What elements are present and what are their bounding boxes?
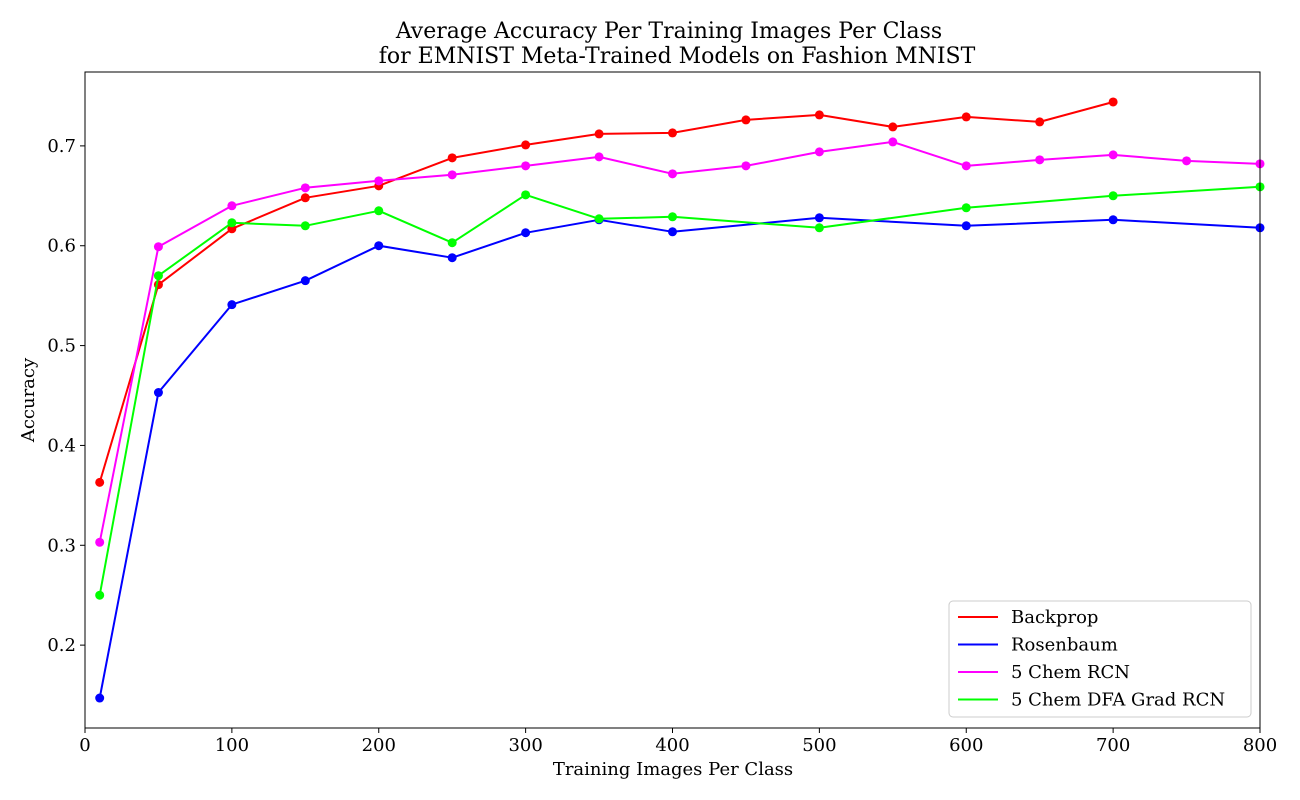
data-point — [227, 300, 237, 310]
data-point — [814, 147, 824, 157]
data-point — [814, 223, 824, 233]
data-point — [300, 276, 310, 286]
data-point — [594, 214, 604, 224]
legend-label: 5 Chem DFA Grad RCN — [1011, 690, 1225, 711]
x-tick-label: 400 — [655, 735, 689, 756]
series-layer — [95, 97, 1265, 703]
data-point — [95, 537, 105, 547]
data-point — [888, 122, 898, 132]
data-point — [521, 161, 531, 171]
data-point — [1108, 215, 1118, 225]
y-tick-label: 0.3 — [47, 535, 76, 556]
data-point — [153, 242, 163, 252]
series-line — [98, 185, 1261, 596]
data-point — [95, 693, 105, 703]
legend-box — [948, 600, 1252, 718]
x-tick-label: 0 — [79, 735, 90, 756]
legend: Backprop Rosenbaum 5 Chem RCN 5 Chem DFA Gr… — [948, 600, 1252, 718]
data-point — [374, 241, 384, 251]
data-point — [300, 221, 310, 231]
data-point — [888, 137, 898, 147]
x-tick-label: 100 — [215, 735, 249, 756]
data-point — [961, 161, 971, 171]
x-tick-label: 500 — [802, 735, 836, 756]
series-5-chem-dfa-grad-rcn — [95, 182, 1265, 600]
data-point — [1035, 155, 1045, 165]
data-point — [741, 115, 751, 125]
data-point — [1035, 117, 1045, 127]
series-backprop — [95, 97, 1118, 487]
data-point — [300, 193, 310, 203]
data-point — [814, 110, 824, 120]
data-point — [668, 128, 677, 138]
data-point — [1108, 97, 1118, 107]
x-tick-label: 700 — [1096, 735, 1130, 756]
data-point — [668, 227, 677, 237]
plot-area — [84, 71, 1265, 729]
x-axis-ticks: 0 100 200 300 400 500 600 700 800 — [79, 728, 1277, 756]
data-point — [668, 212, 677, 222]
data-point — [521, 190, 531, 200]
data-point — [741, 161, 751, 171]
y-axis-label: Accuracy — [18, 357, 39, 443]
data-point — [814, 213, 824, 223]
data-point — [1182, 156, 1192, 166]
series-5-chem-rcn — [95, 137, 1265, 547]
y-tick-label: 0.6 — [47, 236, 76, 257]
data-point — [961, 221, 971, 231]
legend-label: Rosenbaum — [1011, 635, 1118, 656]
data-point — [1108, 150, 1118, 160]
data-point — [447, 153, 457, 163]
x-tick-label: 200 — [362, 735, 396, 756]
data-point — [961, 112, 971, 122]
y-axis-ticks: 0.2 0.3 0.4 0.5 0.6 0.7 — [47, 136, 85, 656]
legend-label: Backprop — [1011, 607, 1098, 628]
data-point — [594, 129, 604, 139]
data-point — [153, 388, 163, 398]
chart-title-line2: for EMNIST Meta-Trained Models on Fashio… — [379, 44, 976, 69]
data-point — [1108, 191, 1118, 201]
series-line — [98, 140, 1261, 543]
x-tick-label: 600 — [949, 735, 983, 756]
data-point — [300, 183, 310, 193]
data-point — [374, 206, 384, 216]
data-point — [521, 228, 531, 238]
y-tick-label: 0.4 — [47, 435, 76, 456]
data-point — [521, 140, 531, 150]
data-point — [594, 152, 604, 162]
data-point — [447, 170, 457, 180]
y-tick-label: 0.7 — [47, 136, 76, 157]
data-point — [95, 590, 105, 600]
data-point — [227, 201, 237, 211]
x-tick-label: 800 — [1243, 735, 1277, 756]
data-point — [95, 477, 105, 487]
data-point — [961, 203, 971, 213]
data-point — [374, 176, 384, 186]
x-tick-label: 300 — [508, 735, 542, 756]
data-point — [447, 238, 457, 248]
data-point — [227, 218, 237, 228]
chart-title-line1: Average Accuracy Per Training Images Per… — [395, 19, 942, 44]
y-tick-label: 0.5 — [47, 336, 76, 357]
x-axis-label: Training Images Per Class — [553, 759, 793, 780]
y-tick-label: 0.2 — [47, 635, 76, 656]
legend-label: 5 Chem RCN — [1011, 662, 1130, 683]
legend-items: Backprop Rosenbaum 5 Chem RCN 5 Chem DFA Gr… — [958, 607, 1225, 711]
data-point — [153, 271, 163, 281]
data-point — [668, 169, 677, 179]
data-point — [447, 253, 457, 263]
